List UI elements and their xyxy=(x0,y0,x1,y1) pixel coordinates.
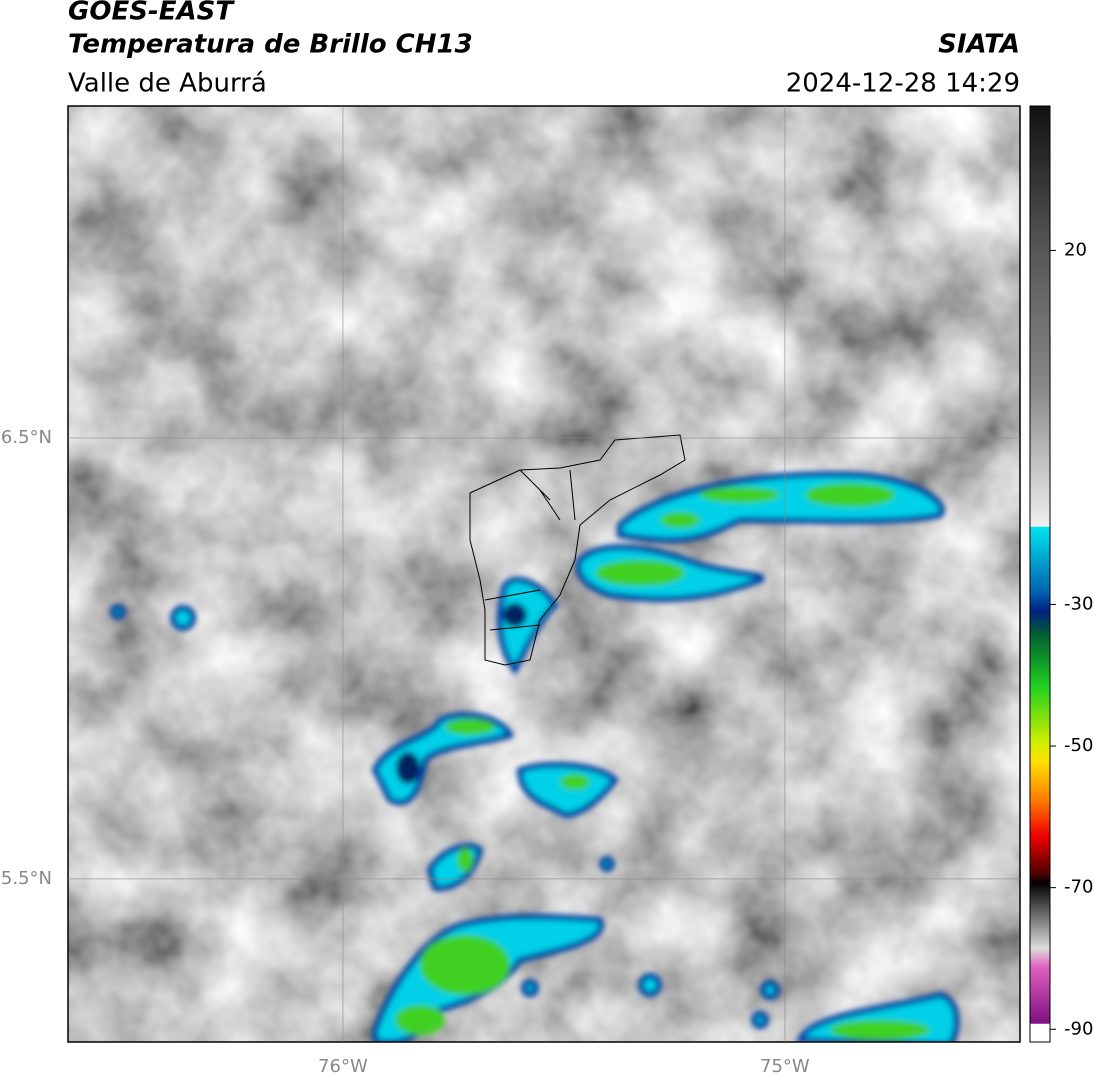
satellite-image xyxy=(68,106,1020,1042)
lat-tick-label: 5.5°N xyxy=(1,868,52,889)
lat-tick-label: 6.5°N xyxy=(1,427,52,448)
colorbar-tick-label: -70 xyxy=(1064,877,1093,898)
lon-tick-label: 76°W xyxy=(318,1056,368,1077)
timestamp: 2024-12-28 14:29 xyxy=(786,69,1020,99)
cold-clouds xyxy=(110,471,960,1042)
title: GOES-EAST xyxy=(68,0,235,27)
colorbar-tick-label: -30 xyxy=(1064,593,1093,614)
valley-outline xyxy=(469,434,686,666)
region: Valle de Aburrá xyxy=(68,69,267,99)
source: SIATA xyxy=(938,30,1020,60)
colorbar-tick-label: -90 xyxy=(1064,1018,1093,1039)
map-frame xyxy=(67,105,1021,1043)
lon-tick-label: 75°W xyxy=(760,1056,810,1077)
colorbar-tick-label: 20 xyxy=(1064,239,1087,260)
colorbar-tick-label: -50 xyxy=(1064,735,1093,756)
colorbar xyxy=(1029,105,1051,1043)
subtitle: Temperatura de Brillo CH13 xyxy=(68,30,473,60)
